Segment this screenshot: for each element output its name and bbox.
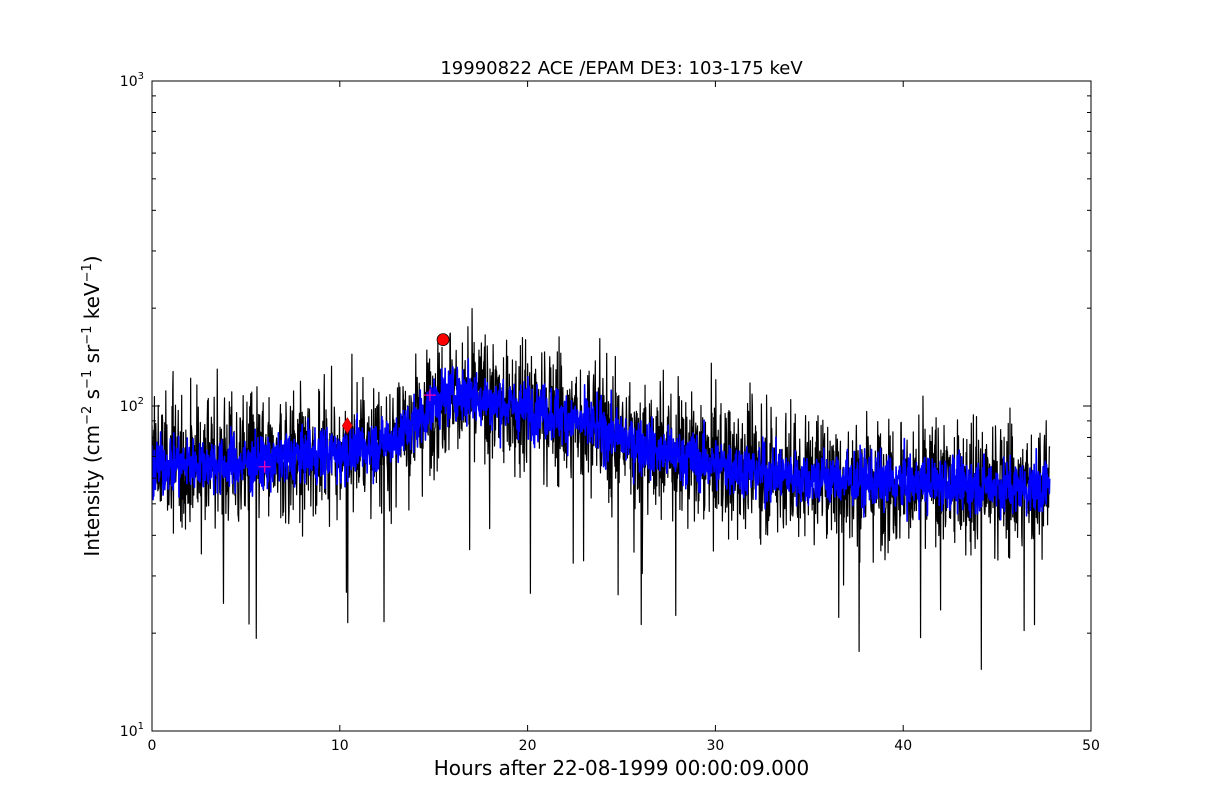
y-tick-label: 101 <box>120 721 144 740</box>
x-tick-label: 10 <box>331 738 349 754</box>
y-tick-label: 103 <box>120 71 144 90</box>
x-tick-label: 0 <box>148 738 157 754</box>
chart-title: 19990822 ACE /EPAM DE3: 103-175 keV <box>440 58 803 79</box>
x-tick-label: 30 <box>706 738 724 754</box>
marker-diamond <box>341 417 353 435</box>
marker-circle <box>436 333 450 347</box>
series-layer <box>152 308 1051 670</box>
plot-area <box>152 81 1091 731</box>
x-tick-label: 20 <box>519 738 537 754</box>
y-axis-label: Intensity (cm−2 s−1 sr−1 keV−1) <box>80 255 104 556</box>
marker-layer <box>258 333 450 473</box>
x-axis-label: Hours after 22-08-1999 00:00:09.000 <box>434 756 810 780</box>
x-tick-label: 40 <box>894 738 912 754</box>
y-tick-label: 102 <box>120 396 144 415</box>
marker-plus <box>423 389 436 402</box>
marker-plus <box>258 460 271 473</box>
tick-layer: 0 10 20 30 40 50 101 102 103 <box>120 71 1100 754</box>
series-blue-smoothed-line <box>152 358 1051 522</box>
x-tick-label: 50 <box>1082 738 1100 754</box>
